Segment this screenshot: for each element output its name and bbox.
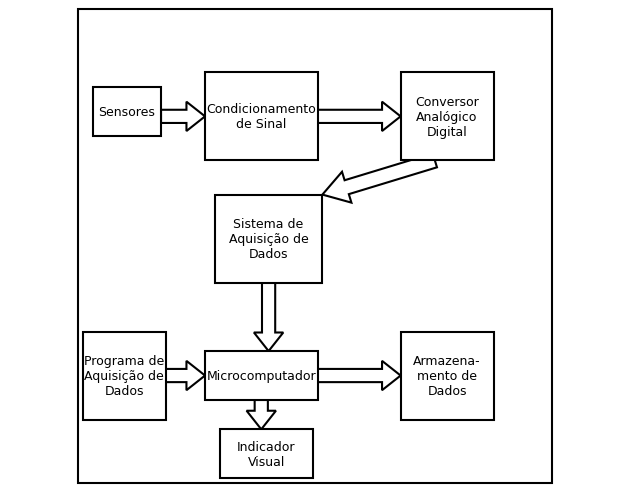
- FancyBboxPatch shape: [83, 332, 166, 420]
- FancyBboxPatch shape: [220, 429, 312, 478]
- Polygon shape: [254, 283, 283, 351]
- FancyBboxPatch shape: [93, 88, 161, 137]
- Text: Armazena-
mento de
Dados: Armazena- mento de Dados: [413, 354, 481, 397]
- Text: Programa de
Aquisição de
Dados: Programa de Aquisição de Dados: [84, 354, 164, 397]
- Polygon shape: [166, 361, 205, 390]
- FancyBboxPatch shape: [205, 351, 318, 400]
- FancyBboxPatch shape: [215, 195, 323, 283]
- Text: Condicionamento
de Sinal: Condicionamento de Sinal: [206, 103, 316, 131]
- Polygon shape: [161, 102, 205, 132]
- Text: Microcomputador: Microcomputador: [206, 369, 316, 382]
- Polygon shape: [318, 361, 401, 390]
- Text: Sistema de
Aquisição de
Dados: Sistema de Aquisição de Dados: [229, 218, 309, 261]
- Text: Indicador
Visual: Indicador Visual: [237, 440, 295, 468]
- Polygon shape: [246, 400, 276, 429]
- FancyBboxPatch shape: [205, 73, 318, 161]
- FancyBboxPatch shape: [401, 332, 493, 420]
- Text: Conversor
Analógico
Digital: Conversor Analógico Digital: [415, 96, 479, 139]
- FancyBboxPatch shape: [401, 73, 493, 161]
- Polygon shape: [323, 154, 437, 203]
- FancyBboxPatch shape: [78, 10, 552, 483]
- Text: Sensores: Sensores: [98, 106, 155, 119]
- Polygon shape: [318, 102, 401, 132]
